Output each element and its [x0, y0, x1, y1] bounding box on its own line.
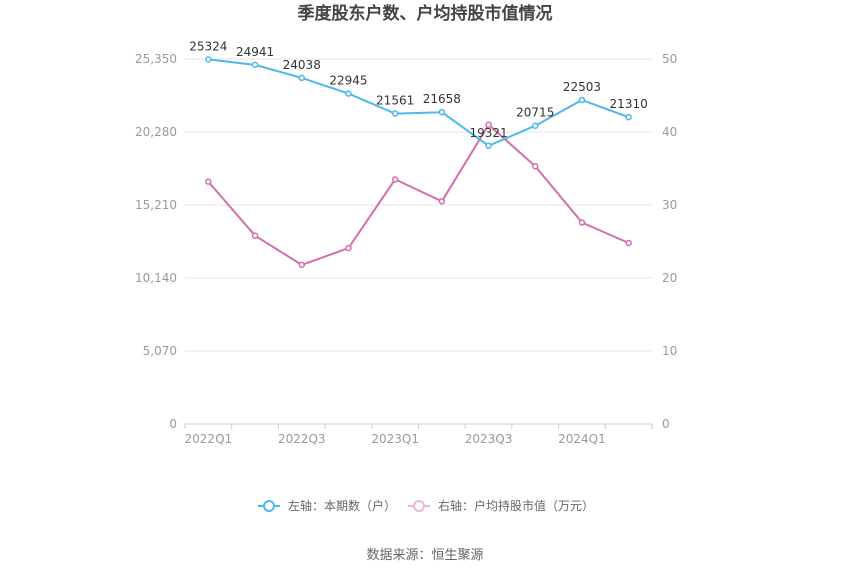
data-point[interactable]: [205, 56, 212, 63]
data-point[interactable]: [298, 261, 305, 269]
data-label: 22945: [329, 74, 367, 88]
y-right-tick-label: 30: [662, 198, 677, 212]
x-tick-label: 2023Q3: [465, 432, 513, 446]
data-point[interactable]: [438, 108, 446, 116]
data-point[interactable]: [438, 198, 446, 205]
data-point[interactable]: [391, 110, 399, 117]
data-point[interactable]: [345, 244, 352, 252]
data-point[interactable]: [298, 74, 305, 82]
y-right-tick-label: 20: [662, 271, 677, 285]
x-tick-label: 2023Q1: [371, 432, 419, 446]
data-point[interactable]: [345, 90, 352, 97]
y-left-tick-label: 20,280: [135, 125, 177, 139]
data-label: 19321: [469, 126, 507, 140]
x-tick-label: 2022Q1: [185, 432, 233, 446]
series-line-1: [207, 123, 630, 267]
y-right-tick-label: 40: [662, 125, 677, 139]
data-point[interactable]: [578, 96, 586, 104]
data-label: 22503: [563, 80, 601, 94]
data-point[interactable]: [578, 219, 586, 226]
grid-lines: [185, 58, 652, 352]
data-point[interactable]: [532, 122, 539, 129]
y-left-tick-label: 15,210: [135, 198, 177, 212]
axes: 0 5,070 10,140 15,210 20,280 25,350 0 10 20 30 40 5…: [135, 52, 677, 446]
data-label: 24941: [236, 45, 274, 59]
y-left-tick-label: 0: [169, 417, 177, 431]
data-source: 数据来源：恒生聚源: [366, 548, 483, 563]
legend-marker-households-icon: [263, 500, 275, 512]
data-point[interactable]: [625, 113, 632, 121]
series-line-0: [208, 58, 630, 147]
data-point[interactable]: [391, 176, 399, 183]
legend-item-households[interactable]: 左轴：本期数（户）: [258, 498, 396, 513]
x-tick-label: 2022Q3: [278, 432, 326, 446]
legend-label-avg-value: 右轴：户均持股市值（万元）: [438, 498, 594, 513]
legend-item-avg-value[interactable]: 右轴：户均持股市值（万元）: [408, 498, 594, 513]
series-layer: [205, 56, 632, 269]
data-point[interactable]: [532, 163, 539, 170]
data-label: 20715: [516, 106, 554, 120]
data-point[interactable]: [625, 239, 632, 247]
y-right-tick-label: 50: [662, 52, 677, 66]
y-left-tick-label: 10,140: [135, 271, 177, 285]
data-point[interactable]: [251, 232, 259, 239]
data-label: 25324: [189, 39, 227, 53]
data-point[interactable]: [205, 178, 212, 185]
data-label: 21310: [610, 97, 648, 111]
legend-label-households: 左轴：本期数（户）: [288, 498, 396, 513]
y-right-tick-label: 10: [662, 344, 677, 358]
y-left-tick-label: 25,350: [135, 52, 177, 66]
data-point[interactable]: [485, 142, 492, 150]
legend-marker-avg-value-icon: [413, 500, 425, 512]
y-left-tick-label: 5,070: [143, 344, 177, 358]
data-labels: 25324 24941 24038 22945 21561 21658 19321 20715…: [189, 39, 647, 139]
data-point[interactable]: [251, 61, 259, 69]
x-tick-label: 2024Q1: [558, 432, 606, 446]
data-label: 21561: [376, 94, 414, 108]
y-right-tick-label: 0: [662, 417, 670, 431]
data-point[interactable]: [485, 121, 492, 128]
chart-title: 季度股东户数、户均持股市值情况: [298, 3, 553, 24]
data-label: 24038: [283, 58, 321, 72]
legend: 左轴：本期数（户） 右轴：户均持股市值（万元）: [258, 498, 594, 513]
data-label: 21658: [423, 92, 461, 106]
